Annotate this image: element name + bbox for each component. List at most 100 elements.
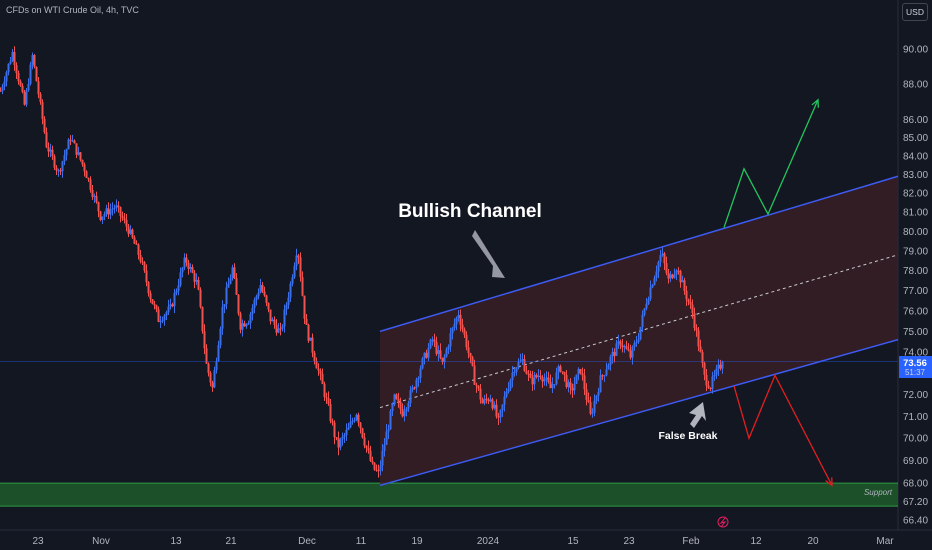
price-tick-label: 86.00 — [903, 115, 928, 126]
time-tick-label: 19 — [411, 536, 423, 547]
candle-body — [23, 91, 26, 105]
time-tick-label: 11 — [356, 536, 367, 547]
time-tick-label: 23 — [623, 536, 635, 547]
candle-body — [417, 377, 420, 380]
candle-body — [555, 372, 558, 385]
candle-body — [217, 345, 220, 362]
candle-body — [73, 140, 76, 144]
candle-body — [79, 152, 82, 160]
candle-body — [145, 270, 148, 283]
candle-body — [51, 149, 54, 157]
candle-body — [565, 374, 568, 388]
candle-body — [83, 164, 86, 172]
channel-layer — [379, 175, 899, 487]
candle-body — [227, 283, 230, 288]
candle-body — [459, 315, 462, 325]
candle-body — [141, 261, 144, 263]
candle-body — [349, 421, 352, 428]
price-label: 73.56 51:37 — [899, 356, 932, 378]
candle-body — [695, 328, 698, 331]
price-tick-label: 80.00 — [903, 227, 928, 238]
candle-body — [235, 278, 238, 295]
candle-body — [265, 295, 268, 303]
false-break-annotation: False Break — [659, 402, 718, 442]
candle-body — [403, 411, 406, 417]
price-tick-label: 76.00 — [903, 306, 928, 317]
candle-body — [393, 394, 396, 405]
candle-body — [613, 351, 616, 356]
candle-body — [269, 309, 272, 322]
candle-body — [501, 404, 504, 411]
candle-body — [267, 302, 270, 310]
candle-body — [175, 290, 178, 294]
price-axis[interactable]: 90.00 88.00 86.00 85.00 84.00 83.00 82.00 81.00… — [903, 45, 928, 527]
candle-body — [397, 398, 400, 402]
candle-body — [325, 397, 328, 399]
candle-body — [525, 370, 528, 374]
time-tick-label: Feb — [682, 536, 700, 547]
candle-body — [391, 404, 394, 411]
candle-body — [153, 303, 156, 306]
candle-body — [485, 398, 488, 400]
lightning-icon[interactable] — [717, 516, 729, 528]
candle-body — [189, 267, 192, 269]
candle-body — [527, 373, 530, 375]
candle-body — [161, 320, 164, 322]
candle-body — [61, 161, 64, 172]
candle-body — [201, 306, 204, 332]
candle-body — [329, 404, 332, 422]
candle-body — [609, 356, 612, 365]
bar-countdown: 51:37 — [905, 368, 926, 377]
candle-body — [661, 253, 664, 256]
candle-body — [3, 81, 6, 87]
price-tick-label: 84.00 — [903, 151, 928, 162]
candle-body — [199, 289, 202, 307]
candle-body — [341, 436, 344, 440]
time-axis[interactable]: 23 Nov 13 21 Dec 11 19 2024 15 23 Feb 12 20 Mar — [32, 536, 894, 547]
candle-body — [253, 299, 256, 308]
time-tick-label: 21 — [225, 536, 237, 547]
candle-body — [449, 333, 452, 347]
price-tick-label: 71.00 — [903, 412, 928, 423]
candle-body — [443, 356, 446, 363]
candle-body — [195, 279, 198, 282]
candle-body — [411, 387, 414, 391]
candle-body — [91, 190, 94, 197]
candle-body — [455, 317, 458, 325]
candle-body — [75, 143, 78, 155]
candle-body — [177, 285, 180, 291]
currency-selector[interactable]: USD — [902, 3, 928, 21]
candle-body — [575, 374, 578, 384]
candle-body — [29, 64, 32, 84]
candle-body — [191, 267, 194, 273]
candle-body — [703, 362, 706, 375]
candle-body — [549, 381, 552, 389]
candle-body — [585, 389, 588, 400]
time-tick-label: 20 — [807, 536, 819, 547]
candle-body — [77, 152, 80, 155]
candle-body — [495, 404, 498, 417]
candle-body — [367, 447, 370, 451]
candle-body — [465, 334, 468, 348]
candle-body — [667, 272, 670, 279]
candle-body — [537, 375, 540, 378]
bullish-channel-annotation: Bullish Channel — [398, 201, 542, 278]
false-break-label: False Break — [659, 430, 718, 442]
candle-body — [203, 331, 206, 349]
candle-body — [477, 385, 480, 389]
candle-body — [89, 179, 92, 191]
candle-body — [311, 337, 314, 353]
candle-body — [0, 90, 2, 92]
candle-body — [535, 374, 538, 378]
candle-body — [307, 324, 310, 341]
candle-body — [479, 388, 482, 400]
candle-body — [171, 304, 174, 307]
candle-body — [571, 388, 574, 391]
candle-body — [31, 55, 34, 65]
time-tick-label: 12 — [750, 536, 762, 547]
candle-body — [71, 140, 74, 142]
price-tick-label: 85.00 — [903, 133, 928, 144]
candle-body — [539, 375, 542, 378]
candle-body — [681, 280, 684, 283]
